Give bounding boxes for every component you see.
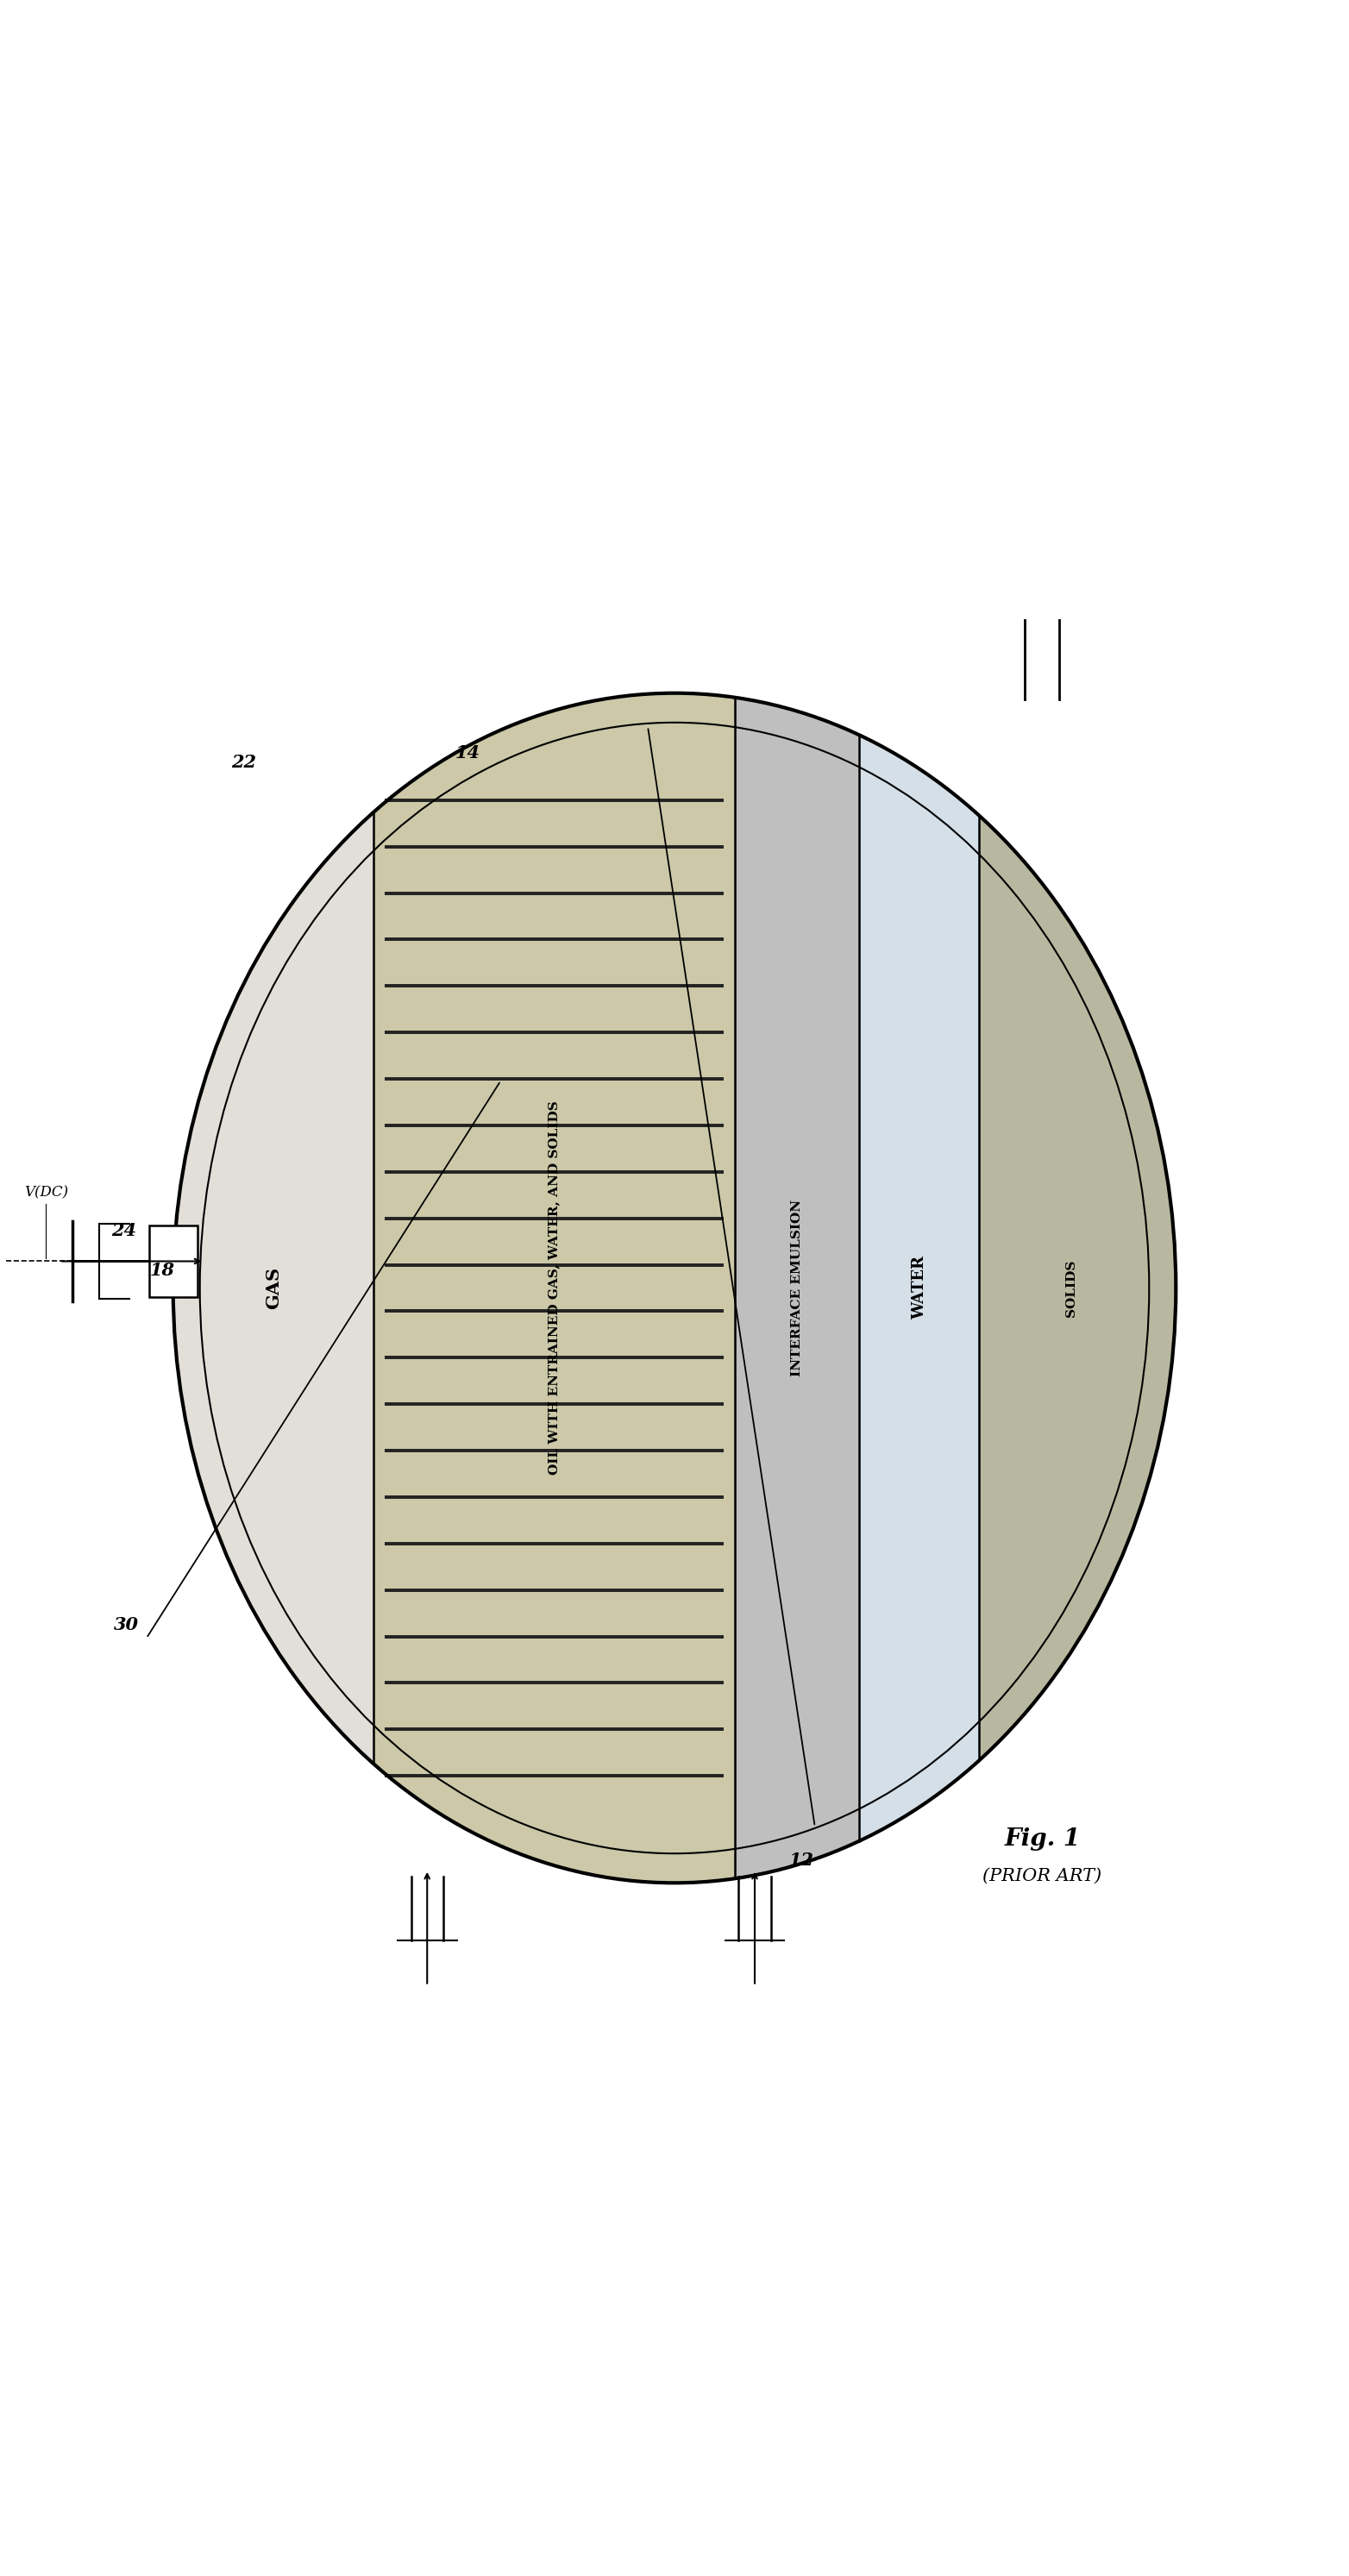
Text: (PRIOR ART): (PRIOR ART) (982, 1868, 1102, 1886)
Text: SOLIDS: SOLIDS (1064, 1260, 1077, 1316)
Text: Fig. 1: Fig. 1 (1004, 1826, 1081, 1850)
Text: 18: 18 (150, 1262, 175, 1280)
Bar (173, 613, 374, 1963)
Text: 12: 12 (789, 1852, 813, 1868)
Text: 14: 14 (455, 744, 480, 762)
Text: INTERFACE EMULSION: INTERFACE EMULSION (791, 1200, 803, 1376)
Bar (859, 613, 979, 1963)
Text: WATER: WATER (912, 1257, 927, 1319)
Text: 22: 22 (232, 755, 256, 770)
Bar (735, 613, 859, 1963)
Bar (979, 613, 1190, 1963)
Text: GAS: GAS (264, 1267, 282, 1309)
Bar (173, 613, 374, 1963)
Text: OIL WITH ENTRAINED GAS, WATER, AND SOLIDS: OIL WITH ENTRAINED GAS, WATER, AND SOLID… (548, 1100, 560, 1476)
Text: 24: 24 (111, 1221, 136, 1239)
Text: V(DC): V(DC) (24, 1185, 69, 1200)
Bar (148, 1226, 197, 1298)
Bar (374, 613, 735, 1963)
Bar (979, 613, 1190, 1963)
Text: 30: 30 (113, 1615, 139, 1633)
